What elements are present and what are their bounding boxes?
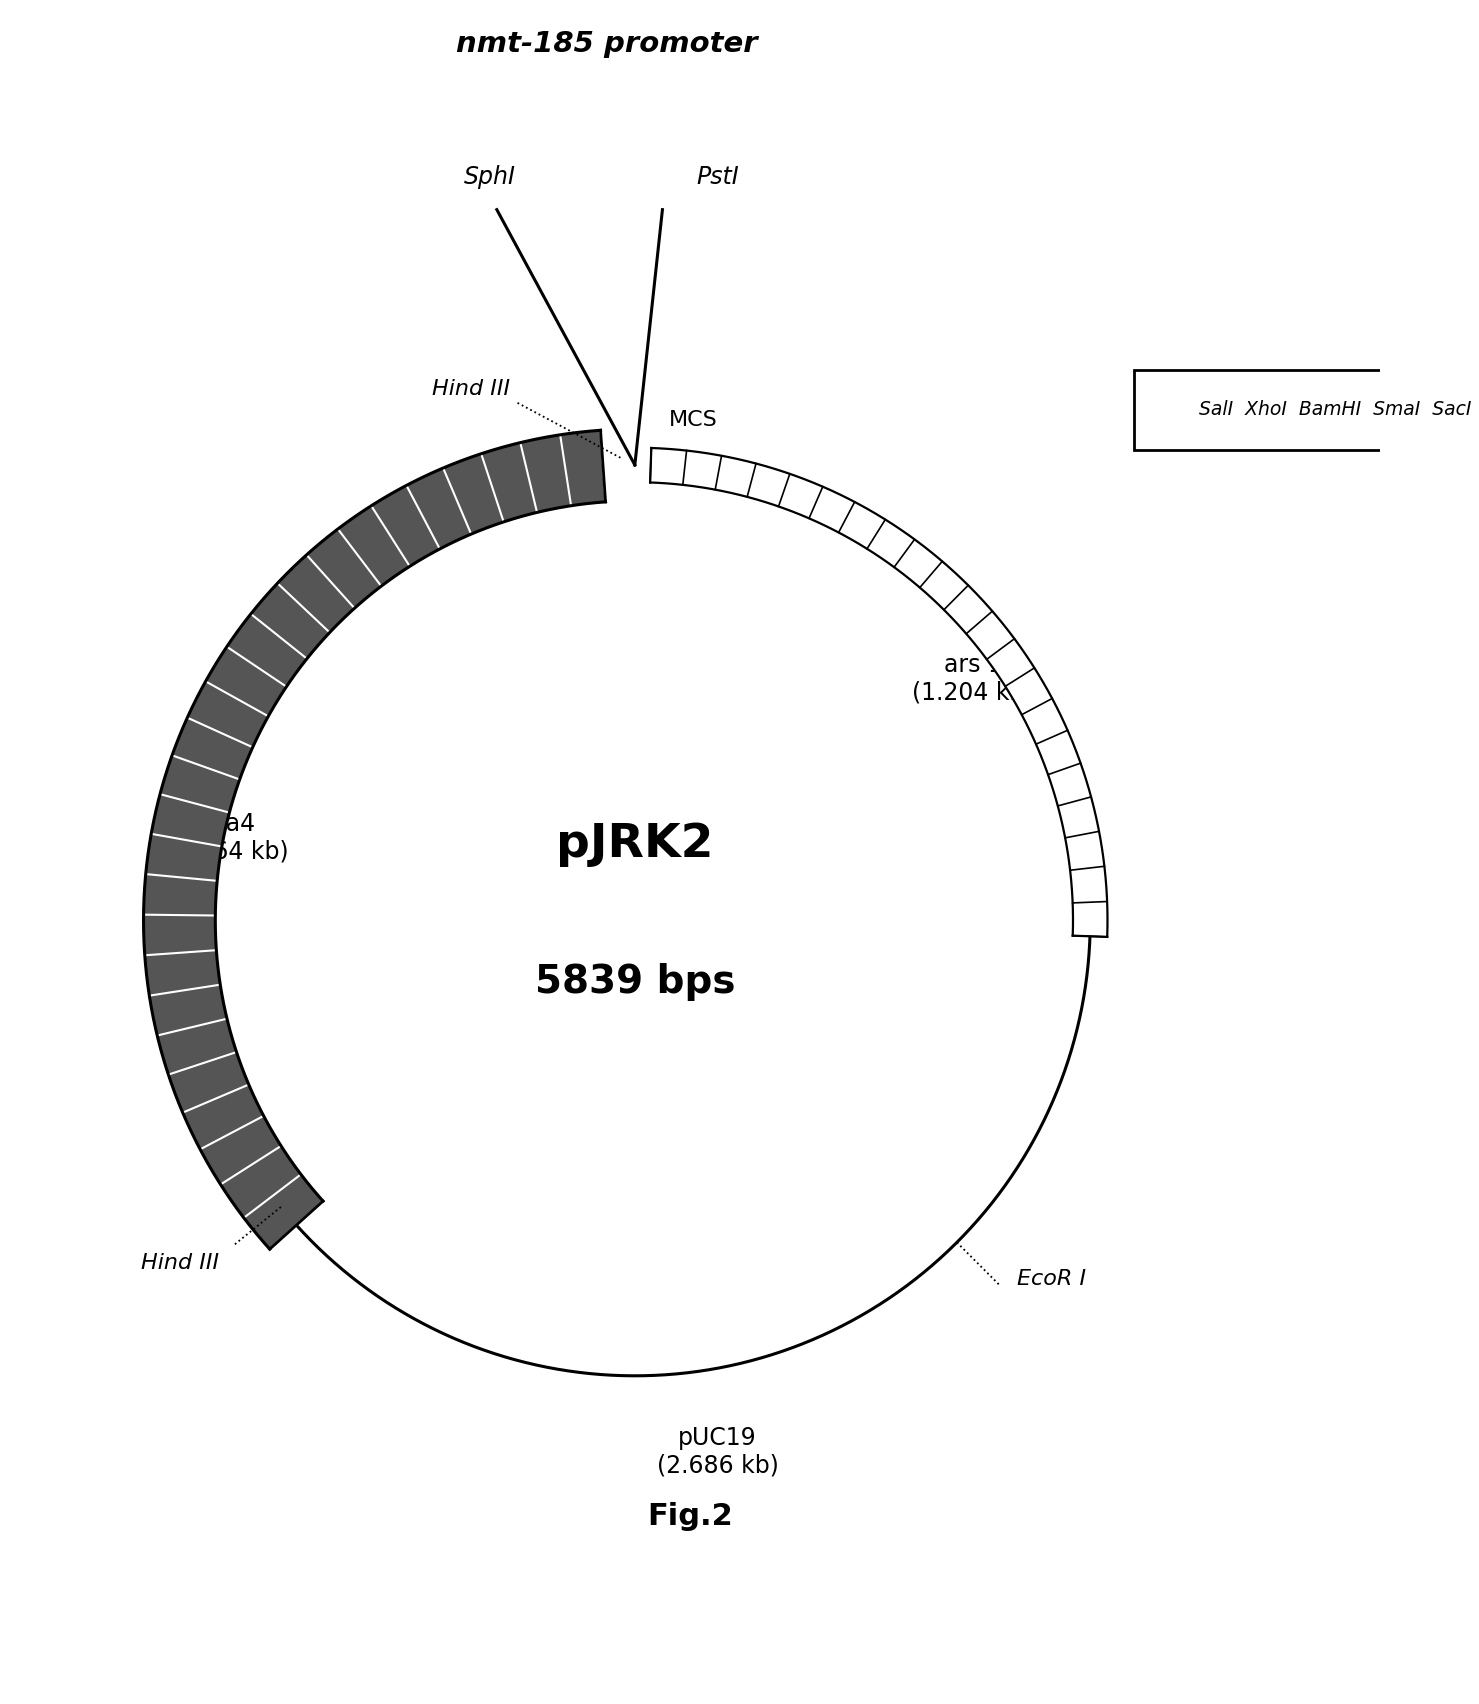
Text: Hind III: Hind III bbox=[141, 1252, 219, 1273]
Text: MCS: MCS bbox=[670, 411, 719, 431]
Polygon shape bbox=[651, 448, 1108, 937]
Text: PstI: PstI bbox=[697, 165, 740, 189]
Text: nmt-185 promoter: nmt-185 promoter bbox=[457, 31, 759, 58]
Text: EcoR I: EcoR I bbox=[1018, 1269, 1087, 1290]
Text: 5839 bps: 5839 bps bbox=[534, 963, 735, 1002]
Text: pUC19
(2.686 kb): pUC19 (2.686 kb) bbox=[657, 1426, 778, 1477]
Text: ars 1
(1.204 kb): ars 1 (1.204 kb) bbox=[913, 653, 1034, 705]
Text: Hind III: Hind III bbox=[432, 378, 510, 399]
Text: SphI: SphI bbox=[464, 165, 516, 189]
Text: Fig.2: Fig.2 bbox=[648, 1501, 734, 1532]
Polygon shape bbox=[143, 431, 605, 1249]
Text: ura4
(1.764 kb): ura4 (1.764 kb) bbox=[167, 811, 288, 864]
Text: SalI  XhoI  BamHI  SmaI  SacI: SalI XhoI BamHI SmaI SacI bbox=[1199, 400, 1472, 419]
FancyBboxPatch shape bbox=[1134, 370, 1479, 450]
Text: pJRK2: pJRK2 bbox=[556, 821, 713, 867]
